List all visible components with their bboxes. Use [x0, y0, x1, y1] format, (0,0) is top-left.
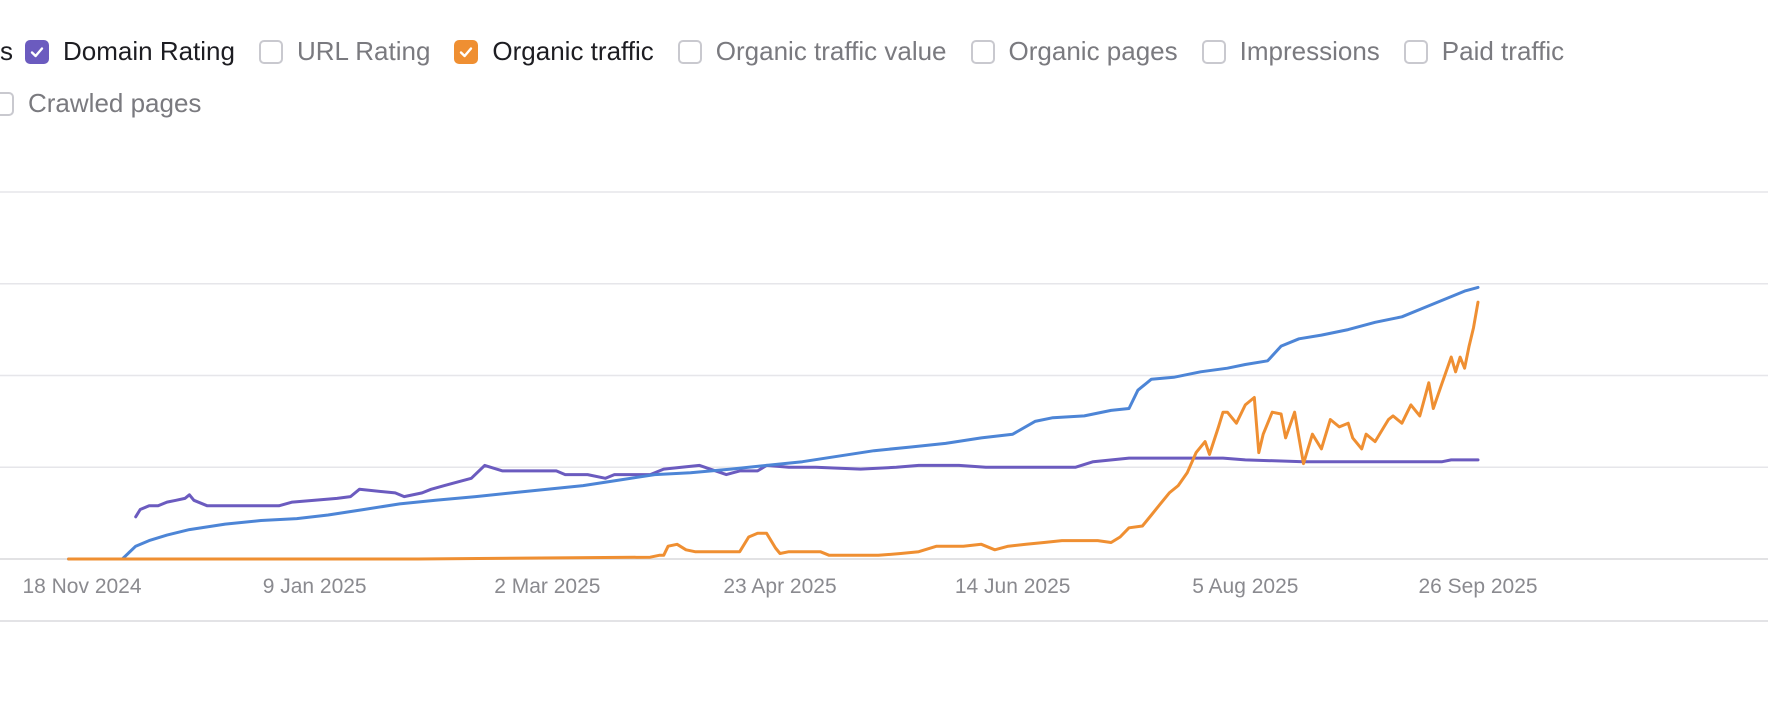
legend-item-organic-traffic-value[interactable]: Organic traffic value: [677, 36, 947, 67]
legend-item-crawled-pages[interactable]: Crawled pages: [0, 88, 201, 119]
x-tick-label: 14 Jun 2025: [955, 575, 1071, 598]
checkbox-icon[interactable]: [258, 39, 283, 64]
x-tick-label: 26 Sep 2025: [1418, 575, 1537, 598]
legend-row-2: Crawled pages: [0, 88, 225, 119]
legend-label: Paid traffic: [1441, 36, 1565, 66]
checkbox-icon[interactable]: [1201, 39, 1226, 64]
checkmark-icon: [30, 46, 44, 57]
checkbox-icon[interactable]: [454, 39, 479, 64]
checkbox-icon[interactable]: [0, 91, 14, 116]
legend-label: Organic traffic value: [715, 36, 947, 66]
legend-partial-label: s: [0, 36, 13, 66]
legend-label: URL Rating: [296, 36, 431, 66]
x-tick-label: 2 Mar 2025: [494, 575, 600, 598]
checkbox-icon[interactable]: [1403, 39, 1428, 64]
series-line-2: [67, 300, 1480, 561]
x-tick-label: 9 Jan 2025: [263, 575, 367, 598]
legend-item-impressions[interactable]: Impressions: [1201, 36, 1380, 67]
checkbox-icon[interactable]: [25, 39, 49, 64]
legend-item-domain-rating[interactable]: Domain Rating: [25, 36, 235, 67]
legend-item-organic-pages[interactable]: Organic pages: [970, 36, 1178, 67]
x-tick-label: 18 Nov 2024: [22, 575, 141, 598]
legend-label: Crawled pages: [28, 88, 202, 118]
x-tick-label: 23 Apr 2025: [723, 575, 836, 598]
series-line-1: [67, 285, 1480, 561]
legend-item-paid-traffic[interactable]: Paid traffic: [1403, 36, 1565, 67]
checkbox-icon[interactable]: [677, 39, 702, 64]
legend-label: Impressions: [1239, 36, 1380, 66]
legend-row-1: s Domain Rating URL Rating Organic traffic…: [0, 36, 1588, 67]
x-tick-label: 5 Aug 2025: [1192, 575, 1298, 598]
checkmark-icon: [460, 46, 473, 57]
legend-label: Organic pages: [1008, 36, 1178, 66]
legend-label: Domain Rating: [63, 36, 235, 66]
legend-item-organic-traffic[interactable]: Organic traffic: [454, 36, 654, 67]
legend-item-url-rating[interactable]: URL Rating: [258, 36, 431, 67]
series-line-0: [134, 456, 1480, 519]
legend-label: Organic traffic: [492, 36, 654, 66]
checkbox-icon[interactable]: [970, 39, 995, 64]
